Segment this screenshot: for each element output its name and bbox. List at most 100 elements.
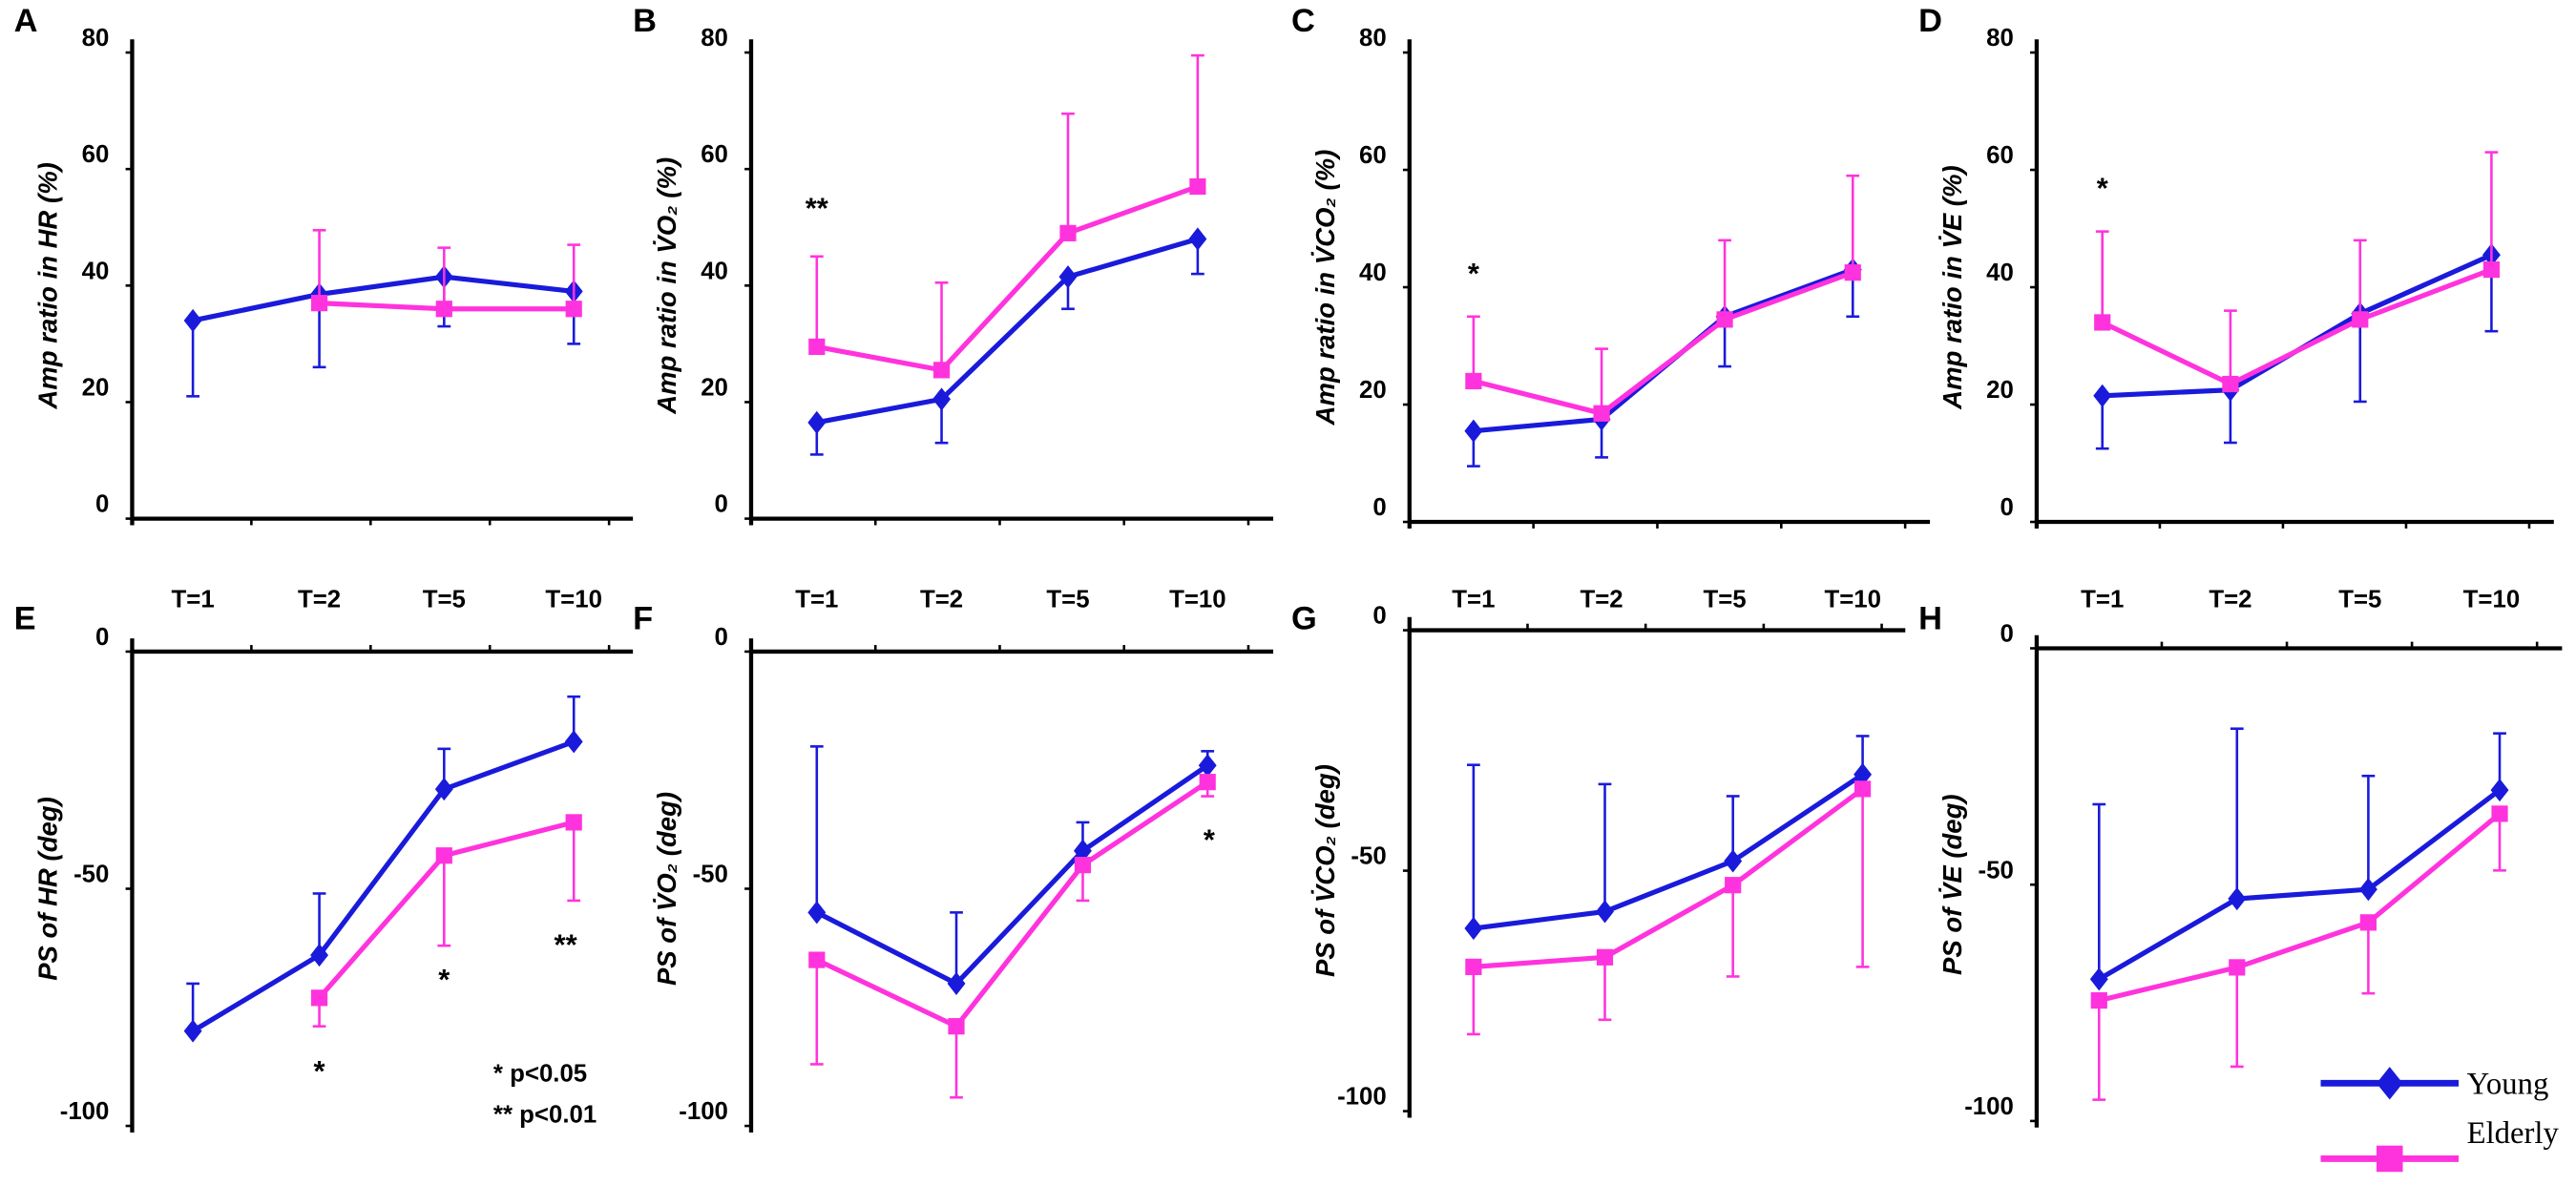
panel-label: E — [14, 600, 36, 636]
y-tick-label: 40 — [82, 258, 110, 284]
y-axis-label: PS of V̇E (deg) — [1937, 794, 1967, 975]
x-tick-label: T=5 — [2338, 586, 2381, 613]
y-tick-label: -100 — [1337, 1084, 1387, 1111]
panel-label: H — [1918, 600, 1942, 636]
annotation: ** — [806, 191, 829, 224]
y-tick-label: -100 — [60, 1098, 110, 1125]
legend-label: Young — [2467, 1067, 2549, 1101]
y-tick-label: 20 — [1986, 377, 2014, 404]
marker — [1058, 265, 1078, 289]
marker — [1853, 780, 1872, 798]
legend-marker — [2377, 1067, 2403, 1100]
x-tick-label: T=2 — [920, 586, 963, 613]
annotation: * — [2097, 172, 2109, 205]
y-axis-label: Amp ratio in HR (%) — [33, 162, 63, 409]
y-axis-label: PS of V̇O₂ (deg) — [652, 792, 681, 986]
marker — [564, 730, 583, 754]
marker — [2229, 959, 2246, 976]
y-tick-label: 20 — [82, 375, 110, 402]
x-tick-label: T=10 — [1824, 586, 1881, 613]
marker — [1596, 948, 1614, 966]
y-tick-label: -50 — [1979, 857, 2014, 884]
y-tick-label: 60 — [1359, 142, 1387, 169]
legend-label: Elderly — [2467, 1116, 2560, 1151]
marker — [1853, 762, 1873, 786]
y-tick-label: 80 — [1359, 25, 1387, 52]
marker — [2491, 805, 2508, 822]
series-line — [2098, 811, 2502, 1004]
y-tick-label: 40 — [1986, 260, 2014, 286]
marker — [2482, 260, 2501, 279]
y-tick-label: 0 — [715, 491, 728, 518]
series-line — [815, 763, 1209, 988]
marker — [435, 301, 452, 318]
y-axis-label: PS of V̇CO₂ (deg) — [1310, 764, 1340, 977]
marker — [310, 989, 328, 1007]
x-tick-label: T=5 — [423, 586, 466, 613]
y-tick-label: -50 — [693, 862, 728, 888]
marker — [435, 847, 452, 864]
series-line — [2097, 788, 2502, 982]
series-line — [1473, 786, 1865, 969]
marker — [1724, 849, 1743, 873]
y-tick-label: 60 — [82, 141, 110, 168]
marker — [2090, 991, 2107, 1009]
marker — [183, 308, 202, 333]
marker — [2089, 967, 2108, 991]
y-tick-label: 0 — [95, 491, 109, 518]
annotation: * p<0.05 — [493, 1061, 587, 1088]
series-line — [815, 780, 1209, 1029]
y-axis-label: PS of HR (deg) — [33, 797, 63, 981]
marker — [565, 814, 582, 831]
marker — [2094, 314, 2111, 331]
marker — [1465, 958, 1482, 975]
marker — [2358, 878, 2377, 902]
marker — [1188, 227, 1207, 251]
marker — [310, 295, 328, 312]
y-tick-label: 0 — [2000, 621, 2013, 648]
annotation: * — [1468, 257, 1480, 290]
panel-label: D — [1918, 3, 1942, 39]
series-line — [1473, 270, 1854, 417]
marker — [2222, 375, 2239, 393]
marker — [932, 387, 951, 411]
annotation: ** p<0.01 — [493, 1102, 597, 1129]
annotation: * — [1204, 823, 1216, 857]
x-tick-label: T=1 — [1452, 586, 1495, 613]
marker — [434, 778, 453, 801]
annotation: ** — [555, 928, 578, 962]
marker — [808, 951, 826, 968]
panel-label: F — [633, 600, 653, 636]
marker — [808, 338, 826, 356]
y-tick-label: 20 — [1359, 377, 1387, 404]
annotation: * — [438, 963, 450, 996]
marker — [183, 1019, 202, 1043]
marker — [2352, 311, 2369, 328]
y-axis-label: Amp ratio in V̇O₂ (%) — [652, 157, 681, 415]
marker — [1596, 900, 1614, 924]
marker — [932, 362, 951, 379]
marker — [2093, 384, 2112, 407]
y-tick-label: 20 — [701, 375, 728, 402]
series-line — [192, 274, 575, 323]
y-tick-label: 40 — [1359, 260, 1387, 286]
marker — [565, 301, 582, 318]
y-tick-label: 0 — [1372, 603, 1386, 630]
y-tick-label: -50 — [73, 862, 109, 888]
y-tick-label: 0 — [95, 624, 109, 651]
x-tick-label: T=10 — [545, 586, 602, 613]
marker — [807, 901, 827, 925]
x-tick-label: T=2 — [298, 586, 341, 613]
marker — [948, 1018, 965, 1035]
series-line — [1473, 772, 1865, 931]
legend-marker — [2377, 1145, 2403, 1173]
marker — [1464, 917, 1483, 941]
y-axis-label: Amp ratio in V̇E (%) — [1937, 165, 1967, 409]
y-tick-label: 60 — [701, 141, 728, 168]
x-tick-label: T=5 — [1703, 586, 1746, 613]
y-tick-label: -100 — [1964, 1093, 2014, 1120]
x-tick-label: T=1 — [172, 586, 215, 613]
marker — [1593, 405, 1610, 422]
marker — [1074, 857, 1092, 874]
panel-label: A — [14, 3, 38, 39]
